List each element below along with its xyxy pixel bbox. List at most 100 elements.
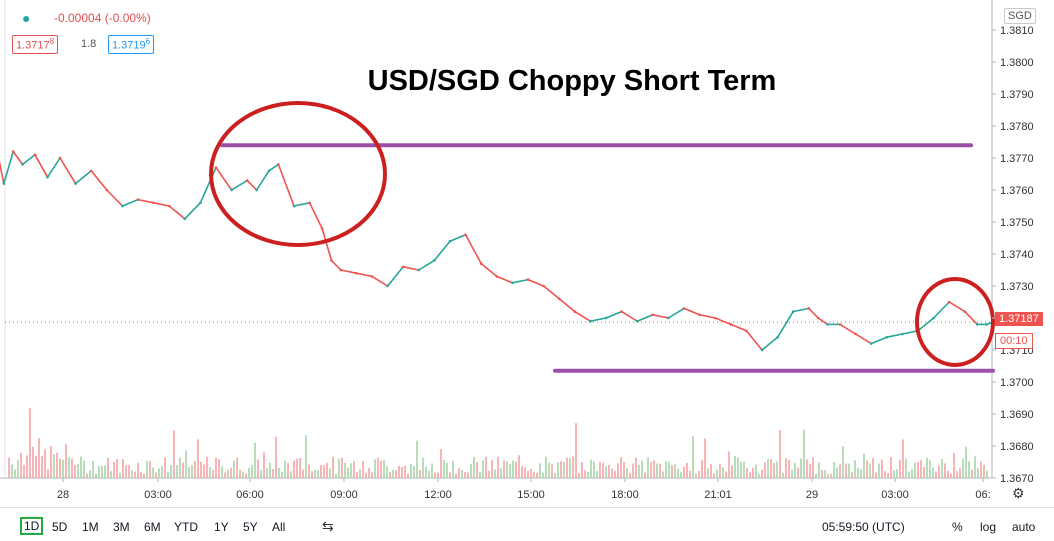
series-segment-27 (356, 272, 373, 278)
series-segment-60 (855, 333, 872, 345)
series-segment-2 (12, 151, 24, 165)
timeframe-1y[interactable]: 1Y (214, 520, 229, 534)
series-point-47 (667, 316, 670, 320)
volume-bar (305, 435, 307, 478)
volume-bar (563, 462, 565, 478)
timeframe-1m[interactable]: 1M (82, 520, 99, 534)
volume-bar (209, 466, 211, 478)
volume-bar (584, 470, 586, 478)
volume-bar (329, 468, 331, 478)
volume-bar (221, 466, 223, 478)
volume-bar (773, 463, 775, 478)
volume-bar (749, 472, 751, 478)
series-segment-45 (636, 314, 654, 322)
countdown-tag: 00:10 (995, 333, 1033, 349)
volume-bar (503, 460, 505, 478)
series-segment-8 (90, 170, 108, 191)
series-point-46 (651, 313, 655, 317)
series-segment-15 (199, 167, 217, 204)
volume-bar (380, 460, 382, 478)
timeframe-5y[interactable]: 5Y (243, 520, 258, 534)
volume-bar (473, 456, 475, 478)
volume-bar (884, 471, 886, 478)
series-segment-52 (745, 330, 763, 351)
volume-bar (392, 469, 394, 478)
volume-bar (890, 457, 892, 478)
series-point-55 (791, 310, 795, 313)
volume-bar (710, 464, 712, 478)
volume-bar (248, 467, 250, 478)
volume-bar (353, 461, 355, 478)
volume-bar (752, 467, 754, 478)
timeframe-3m[interactable]: 3M (113, 520, 130, 534)
bid-box[interactable]: 1.37178 (12, 35, 59, 54)
volume-bar (638, 464, 640, 478)
volume-bar (887, 472, 889, 478)
series-point-36 (495, 275, 499, 278)
volume-bar (896, 469, 898, 478)
volume-bar (164, 457, 166, 478)
volume-bar (179, 457, 181, 478)
volume-bar (812, 457, 814, 478)
volume-bar (755, 464, 757, 478)
timeframe-5d[interactable]: 5D (52, 520, 68, 534)
series-segment-20 (268, 163, 279, 172)
percent-toggle[interactable]: % (952, 520, 963, 534)
volume-bar (932, 467, 934, 478)
volume-bar (269, 462, 271, 478)
series-point-60 (854, 332, 857, 336)
series-point-69 (985, 323, 988, 326)
volume-bar (452, 460, 454, 478)
settings-gear-icon[interactable]: ⚙ (1012, 485, 1025, 501)
series-point-56 (807, 307, 811, 310)
volume-bar (635, 457, 637, 478)
volume-bar (104, 465, 106, 478)
volume-bar (860, 469, 862, 478)
timeframe-6m[interactable]: 6M (144, 520, 161, 534)
volume-bar (77, 463, 79, 478)
volume-bar (281, 471, 283, 478)
series-point-2 (11, 150, 15, 153)
series-point-6 (58, 156, 62, 160)
volume-bar (440, 449, 442, 478)
series-segment-57 (817, 317, 828, 326)
volume-bar (881, 459, 883, 478)
volume-bar (470, 463, 472, 478)
volume-bar (92, 460, 94, 478)
log-toggle[interactable]: log (980, 520, 997, 534)
volume-bar (623, 462, 625, 478)
volume-bar (425, 466, 427, 478)
series-point-49 (698, 313, 701, 317)
volume-bar (119, 472, 121, 478)
volume-bar (197, 439, 199, 478)
volume-bar (803, 429, 805, 478)
x-tick-label-5: 15:00 (517, 489, 545, 501)
timeframe-ytd[interactable]: YTD (174, 520, 198, 534)
volume-bar (275, 436, 277, 478)
volume-bar (293, 460, 295, 478)
volume-bar (842, 446, 844, 478)
series-segment-61 (870, 336, 888, 345)
volume-bar (419, 469, 421, 478)
volume-bar (788, 459, 790, 478)
volume-bar (266, 468, 268, 478)
timeframe-1d[interactable]: 1D (20, 517, 44, 535)
volume-bar (395, 470, 397, 478)
volume-bar (650, 461, 652, 478)
volume-bar (302, 469, 304, 478)
y-tick-label-13: 1.3800 (1000, 57, 1034, 69)
timeframe-all[interactable]: All (272, 520, 286, 534)
volume-bar (833, 461, 835, 478)
volume-bar (962, 458, 964, 478)
ask-price: 1.3719 (112, 39, 146, 52)
series-segment-7 (75, 170, 92, 185)
date-range-icon[interactable]: ⇆ (322, 518, 334, 534)
volume-bar (158, 468, 160, 478)
volume-bar (569, 458, 571, 478)
volume-bar (692, 436, 694, 478)
chart-canvas[interactable]: 1.36701.36801.36901.37001.37101.37201.37… (0, 0, 1054, 507)
auto-toggle[interactable]: auto (1012, 520, 1036, 534)
ask-box[interactable]: 1.37196 (108, 35, 155, 54)
volume-bar (956, 471, 958, 478)
volume-bar (110, 471, 112, 478)
